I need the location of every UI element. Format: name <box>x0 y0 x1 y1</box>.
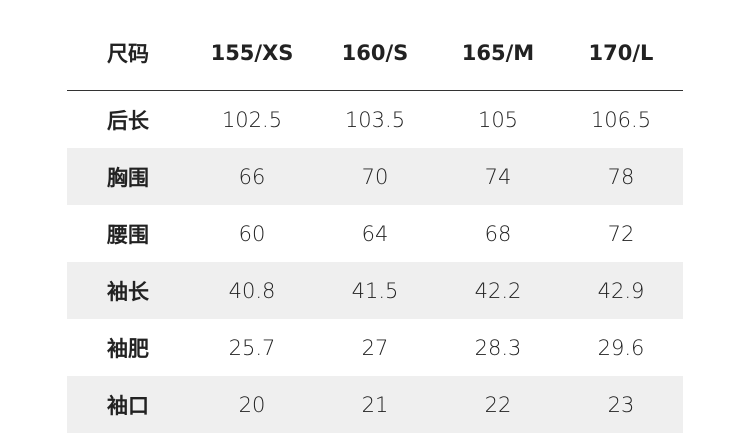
table-row: 袖口 20 21 22 23 <box>67 376 683 433</box>
cell: 22 <box>484 392 512 417</box>
table-row: 胸围 66 70 74 78 <box>67 148 683 205</box>
cell: 105 <box>477 107 519 132</box>
table-row: 腰围 60 64 68 72 <box>67 205 683 262</box>
cell: 72 <box>607 221 635 246</box>
cell: 68 <box>484 221 512 246</box>
row-label: 胸围 <box>107 165 149 190</box>
table-row: 后长 102.5 103.5 105 106.5 <box>67 91 683 148</box>
cell: 170/L <box>588 40 654 65</box>
row-label: 尺码 <box>107 41 149 66</box>
cell: 29.6 <box>597 335 645 360</box>
cell: 103.5 <box>344 107 406 132</box>
cell: 41.5 <box>351 278 399 303</box>
cell: 25.7 <box>228 335 276 360</box>
row-label: 腰围 <box>107 222 149 247</box>
cell: 40.8 <box>228 278 276 303</box>
cell: 70 <box>361 164 389 189</box>
header-row: 尺码 155/XS 160/S 165/M 170/L <box>67 24 683 81</box>
cell: 42.2 <box>474 278 522 303</box>
cell: 28.3 <box>474 335 522 360</box>
cell: 64 <box>361 221 389 246</box>
row-label: 袖肥 <box>107 336 149 361</box>
row-label: 后长 <box>107 108 149 133</box>
cell: 106.5 <box>590 107 652 132</box>
cell: 20 <box>238 392 266 417</box>
cell: 102.5 <box>221 107 283 132</box>
table-row: 袖长 40.8 41.5 42.2 42.9 <box>67 262 683 319</box>
cell: 165/M <box>461 40 535 65</box>
cell: 23 <box>607 392 635 417</box>
row-label: 袖长 <box>107 279 149 304</box>
cell: 155/XS <box>210 40 294 65</box>
cell: 42.9 <box>597 278 645 303</box>
cell: 74 <box>484 164 512 189</box>
cell: 160/S <box>341 40 409 65</box>
cell: 60 <box>238 221 266 246</box>
cell: 78 <box>607 164 635 189</box>
cell: 21 <box>361 392 389 417</box>
row-label: 袖口 <box>107 393 149 418</box>
size-table: 尺码 155/XS 160/S 165/M 170/L 后长 102.5 103.5 105 10… <box>67 0 683 433</box>
cell: 27 <box>361 335 389 360</box>
cell: 66 <box>238 164 266 189</box>
header-rule <box>67 90 683 91</box>
table-row: 袖肥 25.7 27 28.3 29.6 <box>67 319 683 376</box>
